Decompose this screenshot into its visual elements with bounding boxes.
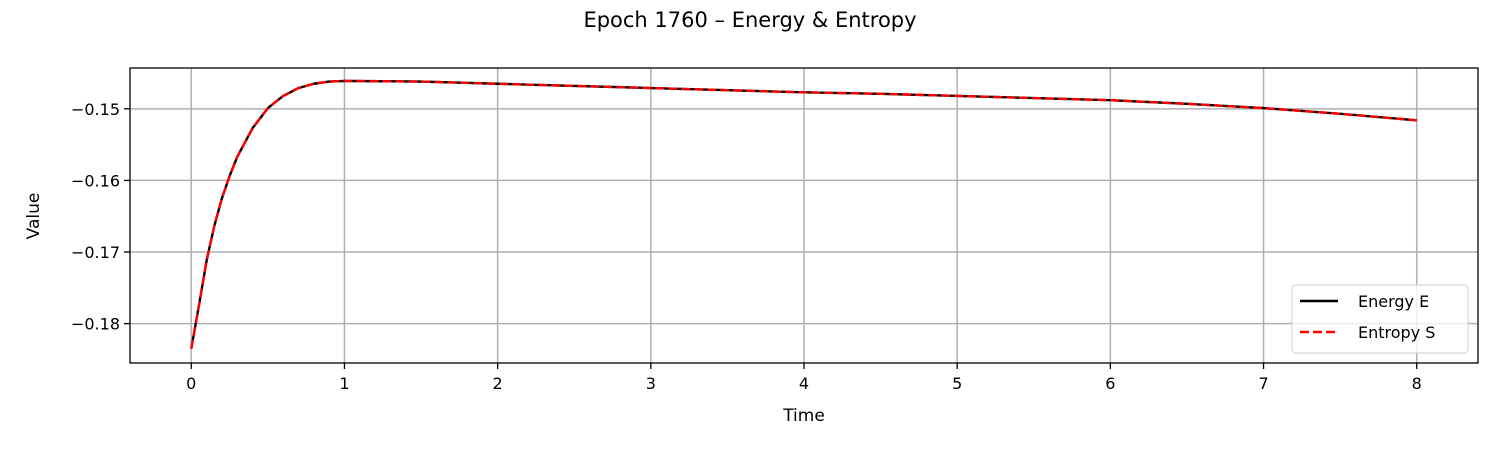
y-tick-label-0: −0.18: [71, 315, 120, 334]
x-tick-label-0: 0: [186, 374, 196, 393]
legend-label-0: Energy E: [1358, 292, 1429, 311]
y-tick-label-1: −0.17: [71, 243, 120, 262]
series-line-entropy-s: [190, 79, 1417, 349]
x-tick-label-1: 1: [339, 374, 349, 393]
x-tick-label-4: 4: [799, 374, 809, 393]
x-tick-label-7: 7: [1258, 374, 1268, 393]
legend-label-1: Entropy S: [1358, 323, 1435, 342]
chart-title: Epoch 1760 – Energy & Entropy: [583, 8, 916, 32]
y-tick-label-3: −0.15: [71, 100, 120, 119]
y-tick-label-2: −0.16: [71, 171, 120, 190]
x-tick-label-3: 3: [646, 374, 656, 393]
x-tick-label-6: 6: [1105, 374, 1115, 393]
series-layer: [190, 79, 1417, 349]
ticks: 0 1 2 3 4 5 6 7 8 −0.18 −0.17 −0.16 −0.15: [71, 100, 1422, 393]
grid: [130, 68, 1478, 363]
x-tick-label-8: 8: [1412, 374, 1422, 393]
x-tick-label-5: 5: [952, 374, 962, 393]
x-axis-label: Time: [782, 406, 825, 426]
y-axis-label: Value: [24, 193, 44, 240]
x-tick-label-2: 2: [493, 374, 503, 393]
legend: Energy E Entropy S: [1291, 284, 1469, 354]
